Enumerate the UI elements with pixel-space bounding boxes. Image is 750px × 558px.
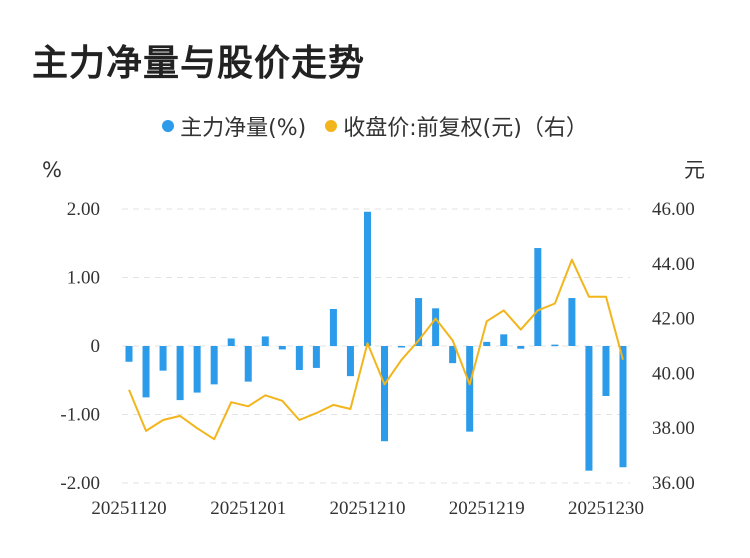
bar-net-flow[interactable] (534, 248, 542, 346)
right-axis-unit: 元 (684, 158, 705, 182)
x-axis-tick-label: 20251210 (329, 498, 405, 519)
legend-label-close-price: 收盘价:前复权(元)（右） (343, 116, 588, 141)
right-axis-tick-label: 46.00 (652, 199, 695, 220)
left-axis-tick-label: -1.00 (60, 405, 100, 426)
left-axis-tick-label: 0 (91, 336, 101, 357)
bar-net-flow[interactable] (602, 346, 610, 397)
line-close-price[interactable] (128, 258, 624, 441)
left-axis-tick-label: -2.00 (60, 473, 100, 494)
left-axis-unit: % (42, 158, 62, 182)
x-axis-tick-label: 20251120 (91, 498, 166, 519)
right-axis-tick-label: 44.00 (652, 254, 695, 275)
bar-net-flow[interactable] (585, 346, 593, 471)
right-axis-tick-label: 36.00 (652, 473, 695, 494)
legend-item-net-flow[interactable]: 主力净量(%) (162, 110, 306, 142)
left-axis-tick-label: 1.00 (67, 268, 100, 289)
legend-label-net-flow: 主力净量(%) (180, 116, 307, 141)
bar-net-flow[interactable] (517, 346, 525, 349)
bar-net-flow[interactable] (210, 346, 218, 385)
bar-net-flow[interactable] (500, 334, 508, 346)
bar-net-flow[interactable] (261, 336, 269, 346)
right-axis-tick-label: 40.00 (652, 363, 695, 384)
legend-dot-net-flow (162, 120, 175, 132)
bar-net-flow[interactable] (466, 346, 474, 432)
legend: 主力净量(%) 收盘价:前复权(元)（右） (0, 110, 750, 142)
bar-net-flow[interactable] (381, 346, 389, 442)
bar-net-flow[interactable] (346, 346, 354, 377)
bar-net-flow[interactable] (278, 346, 286, 350)
legend-item-close-price[interactable]: 收盘价:前复权(元)（右） (325, 110, 588, 142)
bar-net-flow[interactable] (432, 308, 440, 346)
right-axis-tick-label: 38.00 (652, 418, 695, 439)
bar-net-flow[interactable] (244, 346, 252, 382)
x-axis-tick-label: 20251201 (210, 498, 286, 519)
bar-net-flow[interactable] (159, 346, 167, 371)
bar-net-flow[interactable] (551, 344, 559, 347)
chart-title: 主力净量与股价走势 (32, 43, 366, 84)
bar-net-flow[interactable] (363, 211, 371, 346)
x-axis-tick-label: 20251219 (449, 498, 525, 519)
bar-net-flow[interactable] (125, 346, 133, 362)
bar-net-flow[interactable] (329, 309, 337, 346)
bar-net-flow[interactable] (227, 338, 235, 346)
bar-net-flow[interactable] (193, 346, 201, 393)
bar-net-flow[interactable] (176, 346, 184, 401)
left-axis-tick-label: 2.00 (67, 199, 100, 220)
bar-net-flow[interactable] (483, 341, 491, 346)
bar-net-flow[interactable] (398, 346, 406, 348)
bar-net-flow[interactable] (568, 298, 576, 346)
x-axis-tick-label: 20251230 (568, 498, 644, 519)
bar-net-flow[interactable] (312, 346, 320, 368)
right-axis-tick-label: 42.00 (652, 309, 695, 330)
bar-net-flow[interactable] (449, 346, 457, 364)
bar-net-flow[interactable] (415, 298, 423, 346)
bar-net-flow[interactable] (142, 346, 150, 398)
bar-net-flow[interactable] (619, 346, 627, 468)
legend-dot-close-price (325, 120, 338, 132)
bar-net-flow[interactable] (295, 346, 303, 370)
